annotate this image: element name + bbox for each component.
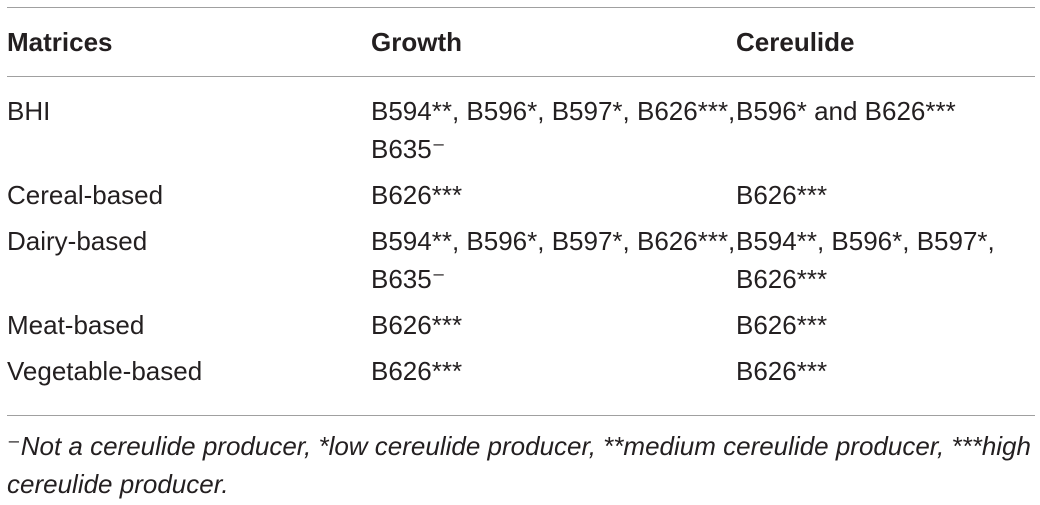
bottom-rule — [7, 415, 1035, 416]
cell-cereulide: B626*** — [736, 180, 828, 210]
cell-matrix: Dairy-based — [7, 226, 148, 256]
cell-growth: B626*** — [371, 310, 463, 340]
data-table: Matrices Growth Cereulide BHI B594**, B5… — [7, 8, 1035, 394]
cell-cereulide: B596* and B626*** — [736, 96, 956, 126]
column-header-matrices: Matrices — [7, 26, 113, 57]
header-rule — [7, 76, 1035, 77]
table-footnote: ⁻Not a cereulide producer, *low cereulid… — [7, 431, 1031, 499]
cell-cereulide: B626*** — [736, 356, 828, 386]
table-row: BHI B594**, B596*, B597*, B626***, B635⁻… — [7, 76, 1035, 168]
cell-growth: B594**, B596*, B597*, B626***, B635⁻ — [371, 226, 736, 294]
table-row: Vegetable-based B626*** B626*** — [7, 344, 1035, 394]
table-row: Cereal-based B626*** B626*** — [7, 168, 1035, 214]
cell-growth: B626*** — [371, 356, 463, 386]
cell-growth: B626*** — [371, 180, 463, 210]
table-row: Dairy-based B594**, B596*, B597*, B626**… — [7, 214, 1035, 298]
cell-matrix: Vegetable-based — [7, 356, 203, 386]
column-header-cereulide: Cereulide — [736, 26, 855, 57]
cell-cereulide: B594**, B596*, B597*, B626*** — [736, 226, 995, 294]
cell-matrix: Cereal-based — [7, 180, 164, 210]
header-row: Matrices Growth Cereulide — [7, 8, 1035, 76]
top-rule — [7, 7, 1035, 8]
table-row: Meat-based B626*** B626*** — [7, 298, 1035, 344]
cell-matrix: Meat-based — [7, 310, 145, 340]
cell-cereulide: B626*** — [736, 310, 828, 340]
cell-growth: B594**, B596*, B597*, B626***, B635⁻ — [371, 96, 736, 164]
column-header-growth: Growth — [371, 26, 462, 57]
cell-matrix: BHI — [7, 96, 51, 126]
